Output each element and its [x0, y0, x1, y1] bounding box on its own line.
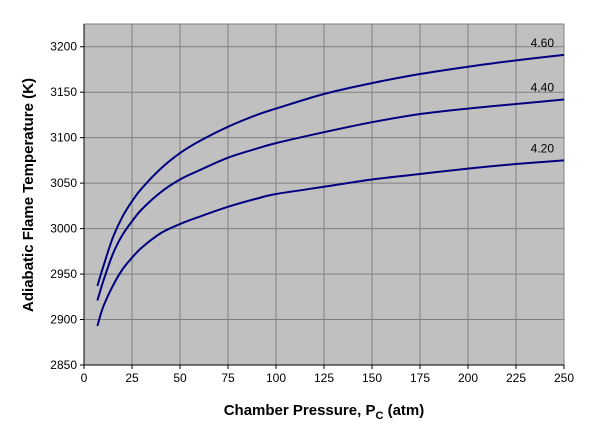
- x-tick-label: 150: [362, 371, 382, 385]
- y-tick-label: 2900: [50, 313, 77, 327]
- x-tick-label: 175: [410, 371, 430, 385]
- x-tick-label: 125: [314, 371, 334, 385]
- x-tick-label: 75: [221, 371, 235, 385]
- x-tick-label: 25: [125, 371, 139, 385]
- series-labels: 4.60 4.40 4.20: [531, 36, 555, 155]
- x-axis-title-main: Chamber Pressure, P: [224, 402, 376, 419]
- series-label-4.60: 4.60: [531, 36, 555, 50]
- x-axis-title: Chamber Pressure, PC (atm): [224, 402, 425, 422]
- series-label-4.40: 4.40: [531, 80, 555, 94]
- series-line-4.40: [96, 98, 565, 301]
- x-tick-labels: 0 25 50 75 100 125 150 175 200 225 250: [81, 371, 575, 385]
- x-tick-label: 200: [458, 371, 478, 385]
- series-line-4.60: [96, 53, 565, 287]
- x-tick-label: 225: [506, 371, 526, 385]
- grid-lines: [84, 24, 564, 365]
- series-lines: [96, 53, 565, 327]
- y-tick-label: 3000: [50, 222, 77, 236]
- x-tick-label: 100: [266, 371, 286, 385]
- y-tick-label: 3200: [50, 40, 77, 54]
- series-label-4.20: 4.20: [531, 141, 555, 155]
- series-line-4.20: [96, 159, 565, 327]
- y-tick-labels: 2850 2900 2950 3000 3050 3100 3150 3200: [50, 40, 77, 372]
- y-tick-label: 3100: [50, 131, 77, 145]
- y-axis-title: Adiabatic Flame Temperature (K): [20, 78, 37, 312]
- x-tick-label: 250: [554, 371, 574, 385]
- x-axis-title-suffix: (atm): [383, 402, 424, 419]
- axes: [80, 24, 565, 369]
- x-tick-label: 50: [173, 371, 187, 385]
- x-axis-title-subscript: C: [375, 410, 383, 422]
- y-tick-label: 3150: [50, 85, 77, 99]
- y-tick-label: 3050: [50, 176, 77, 190]
- y-tick-label: 2950: [50, 267, 77, 281]
- x-tick-label: 0: [81, 371, 88, 385]
- y-tick-label: 2850: [50, 358, 77, 372]
